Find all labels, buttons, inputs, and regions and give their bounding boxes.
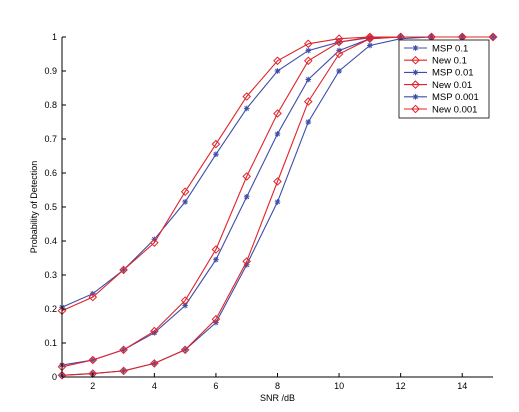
- legend-label: MSP 0.01: [432, 68, 474, 79]
- legend-box: [398, 39, 490, 119]
- y-tick-label: 0.2: [44, 304, 57, 314]
- y-tick-label: 0.4: [44, 236, 57, 246]
- legend-entry: MSP 0.1: [404, 43, 468, 54]
- data-point: [303, 97, 313, 106]
- legend-entry: New 0.1: [404, 56, 467, 67]
- data-point: [213, 151, 219, 158]
- data-point: [305, 119, 312, 125]
- data-point: [365, 34, 375, 44]
- data-point: [57, 370, 67, 380]
- y-axis-label: Probability of Detection: [29, 161, 39, 254]
- legend-label: MSP 0.1: [432, 43, 468, 54]
- data-point: [150, 238, 159, 248]
- y-tick-label: 0.5: [44, 202, 57, 212]
- legend-marker: [412, 94, 419, 100]
- data-point: [274, 68, 281, 74]
- y-tick-label: 0.1: [44, 338, 57, 348]
- legend-label: New 0.001: [432, 104, 477, 115]
- data-point: [242, 172, 252, 181]
- data-point: [180, 187, 190, 197]
- data-point: [365, 32, 375, 42]
- data-point: [334, 37, 344, 47]
- data-point: [273, 177, 282, 186]
- data-point: [303, 39, 313, 49]
- legend-marker: [412, 69, 419, 76]
- x-tick-label: 4: [152, 381, 157, 391]
- data-point: [150, 326, 159, 336]
- data-point: [303, 56, 313, 66]
- x-tick-label: 8: [275, 381, 280, 391]
- data-point: [336, 68, 342, 74]
- data-point: [243, 194, 250, 200]
- series-line: [61, 36, 493, 376]
- data-point: [367, 42, 373, 49]
- data-point: [211, 314, 221, 324]
- data-point: [180, 345, 190, 355]
- legend-label: New 0.01: [432, 80, 472, 91]
- data-point: [274, 131, 281, 137]
- data-point: [274, 199, 281, 205]
- y-tick-label: 0.9: [44, 66, 57, 76]
- y-tick-label: 1: [52, 32, 57, 42]
- data-point: [150, 359, 159, 368]
- y-tick-label: 0.3: [44, 270, 57, 280]
- y-tick-label: 0: [52, 372, 57, 382]
- y-tick-label: 0.8: [44, 100, 57, 110]
- legend-entry: MSP 0.001: [404, 92, 479, 103]
- data-point: [211, 139, 221, 149]
- series-group: [57, 32, 498, 380]
- legend-entry: New 0.001: [404, 104, 477, 115]
- legend-marker: [411, 80, 420, 89]
- data-point: [182, 199, 188, 205]
- data-point: [305, 76, 312, 83]
- y-tick-label: 0.7: [44, 134, 57, 144]
- legend-marker: [411, 104, 420, 114]
- legend-marker: [412, 45, 419, 51]
- legend-entry: New 0.01: [404, 80, 472, 91]
- x-tick-label: 14: [457, 381, 467, 391]
- data-point: [305, 47, 312, 54]
- legend-entry: MSP 0.01: [404, 68, 474, 79]
- data-point: [119, 366, 128, 376]
- data-point: [273, 56, 282, 66]
- data-point: [119, 345, 128, 355]
- x-axis-label: SNR /dB: [260, 393, 295, 403]
- legend-label: New 0.1: [432, 56, 467, 67]
- data-point: [88, 292, 98, 302]
- data-point: [211, 245, 221, 254]
- legend-marker: [411, 55, 420, 65]
- x-tick-label: 10: [334, 381, 344, 391]
- data-point: [488, 32, 498, 42]
- legend-label: MSP 0.001: [432, 92, 479, 103]
- data-point: [180, 296, 190, 305]
- data-point: [213, 256, 219, 263]
- data-point: [243, 105, 250, 112]
- axes-group: 2 4 6 8 10 12 14 0 0.1 0.2 0.3 0.4 0.5 0.6 0.7 0.8 0.9 1: [44, 32, 493, 391]
- data-point: [242, 92, 252, 101]
- data-point: [334, 49, 344, 59]
- data-point: [119, 265, 128, 275]
- data-point: [242, 257, 252, 266]
- data-point: [273, 109, 282, 118]
- data-point: [88, 355, 98, 365]
- x-tick-label: 12: [396, 381, 406, 391]
- y-tick-label: 0.6: [44, 168, 57, 178]
- x-tick-label: 6: [213, 381, 218, 391]
- x-tick-label: 2: [90, 381, 95, 391]
